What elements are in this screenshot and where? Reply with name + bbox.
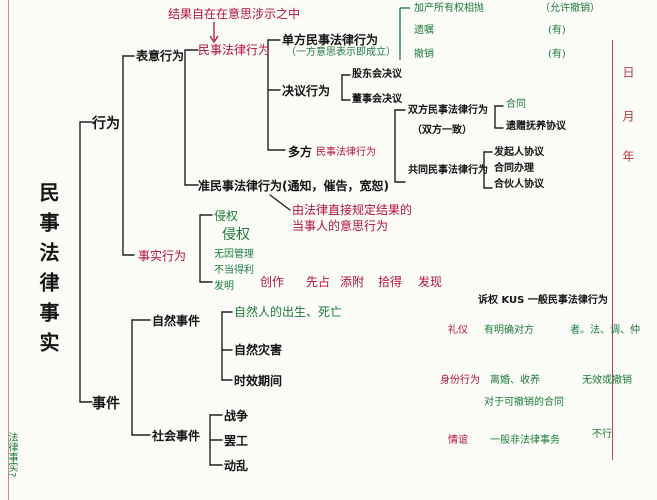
right-note-row2-right: 无效或撤销	[582, 375, 632, 386]
legal-act-label: 民事法律行为	[198, 43, 271, 57]
multilateral-label: 多方	[288, 145, 313, 159]
factual-item-tort-small: 侵权	[214, 209, 239, 223]
unilateral-label: 单方民事法律行为	[282, 33, 379, 47]
factual-item-tort: 侵权	[222, 227, 250, 243]
bilateral-item-2: 遗赠抚养协议	[506, 121, 566, 132]
factual-item-finding: 拾得	[378, 275, 403, 289]
resolution-item-1: 股东会决议	[352, 69, 402, 80]
factual-item-negotiorum: 无因管理	[214, 249, 254, 260]
unilateral-example-2: 遗嘱	[414, 25, 434, 36]
right-note-row2-mid: 离婚、收养	[490, 375, 540, 386]
bilateral-label: 双方民事法律行为	[408, 105, 488, 116]
joint-item-1: 发起人协议	[494, 147, 544, 158]
social-event-item-3: 动乱	[224, 459, 249, 473]
factual-item-unjust: 不当得利	[214, 265, 254, 276]
social-event-item-1: 战争	[224, 409, 249, 423]
left-margin-note: 法律事实?	[6, 432, 17, 478]
right-note-row4-right: 不行	[592, 429, 612, 440]
date-year: 年	[621, 150, 635, 162]
unilateral-prefix: 加产所有权相抛	[414, 3, 484, 14]
right-note-row1-left: 礼仪	[448, 325, 468, 336]
date-day: 日	[621, 66, 635, 78]
behavior-label: 行为	[92, 116, 120, 132]
multilateral-red-label: 民事法律行为	[316, 147, 376, 158]
unilateral-right-1: （允许撤销）	[540, 3, 600, 14]
factual-item-discovery: 发现	[418, 275, 443, 289]
unilateral-example-3: 撤销	[414, 49, 434, 60]
unilateral-right-3: (有)	[548, 49, 566, 60]
right-note-row1-mid: 有明确对方	[484, 325, 534, 336]
right-notes-header: 诉权 KUS 一般民事法律行为	[478, 295, 608, 306]
event-label: 事件	[92, 396, 120, 412]
right-margin-rule	[612, 40, 613, 460]
unilateral-right-2: (有)	[548, 25, 566, 36]
quasi-note-1: 由法律直接规定结果的	[292, 203, 413, 217]
social-event-item-2: 罢工	[224, 434, 249, 448]
bilateral-item-1: 合同	[506, 99, 526, 110]
natural-event-item-3: 时效期间	[234, 374, 283, 388]
right-note-row2-left: 身份行为	[440, 375, 480, 386]
factual-act-label: 事实行为	[138, 249, 187, 263]
factual-item-invention: 发明	[214, 281, 234, 292]
resolution-label: 决议行为	[282, 84, 331, 98]
margin-line	[8, 0, 9, 500]
right-note-row3-mid: 对于可撤销的合同	[484, 397, 564, 408]
natural-event-item-2: 自然灾害	[234, 343, 283, 357]
joint-item-2: 合同办理	[494, 163, 534, 174]
quasi-note-2: 当事人的意思行为	[292, 219, 389, 233]
root-label: 民事法律事实	[36, 182, 60, 362]
joint-label: 共同民事法律行为	[408, 165, 488, 176]
social-event-label: 社会事件	[152, 429, 201, 443]
bilateral-note: （双方一致）	[412, 125, 472, 136]
factual-item-accession: 添附	[340, 275, 365, 289]
right-note-row1-right: 者。法、调、仲	[570, 325, 640, 336]
date-month: 月	[621, 110, 635, 122]
quasi-legal-act: 准民事法律行为(通知，催告，宽恕)	[198, 179, 389, 193]
factual-item-creation: 创作	[260, 275, 285, 289]
natural-event-label: 自然事件	[152, 314, 201, 328]
unilateral-note: （一方意思表示即成立）	[286, 47, 396, 58]
resolution-item-2: 董事会决议	[352, 94, 402, 105]
joint-item-3: 合伙人协议	[494, 179, 544, 190]
natural-event-item-1: 自然人的出生、死亡	[234, 305, 343, 319]
right-note-row4-left: 情谊	[448, 435, 468, 446]
expressive-label: 表意行为	[136, 49, 185, 63]
right-note-row4-mid: 一般非法律事务	[490, 435, 560, 446]
factual-item-occupation: 先占	[306, 275, 331, 289]
top-note: 结果自在在意思涉示之中	[168, 7, 301, 21]
